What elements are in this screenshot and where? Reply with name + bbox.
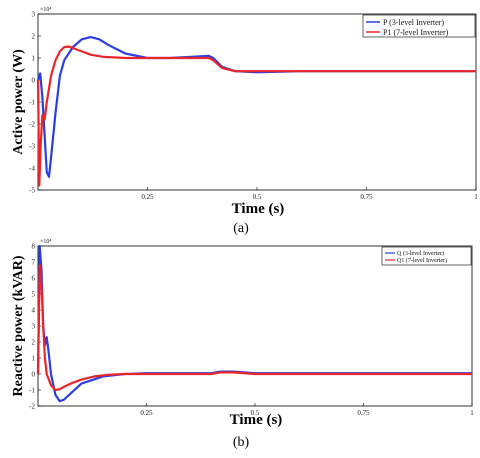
y-tick-label: -1 [29, 99, 35, 107]
y-tick-label: -3 [29, 143, 35, 151]
y-tick-label: 1 [32, 55, 36, 63]
series-line-seven-level [36, 264, 472, 392]
exponent-label-a: ×10⁴ [40, 7, 51, 13]
y-tick-label: -4 [29, 165, 35, 173]
legend-label-p: P (3-level Inverter) [383, 18, 444, 27]
legend-label-q: Q (3-level Inverter) [397, 250, 444, 257]
y-tick-label: 7 [32, 259, 36, 267]
active-power-chart: 3 2 1 0 -1 -2 -3 -4 -5 0.25 0.5 0.75 1 ×10⁴ P (3-le… [11, 7, 478, 236]
reactive-power-chart: 8 7 6 5 4 3 2 1 0 -1 -2 0.25 0.5 0.75 1 ×10⁴ Q (3-lev… [11, 239, 474, 450]
y-tick-label: 3 [32, 11, 36, 19]
y-tick-label: 5 [32, 291, 36, 299]
y-axis-label-b: Reactive power (kVAR) [11, 255, 26, 396]
legend-b: Q (3-level Inverter) Q1 (7-level Inverte… [381, 246, 472, 266]
y-tick-label: -5 [29, 187, 35, 195]
x-tick-label: 1 [474, 193, 478, 201]
x-tick-label: 1 [470, 409, 474, 417]
plot-area-a [37, 13, 477, 191]
legend-a: P (3-level Inverter) P1 (7-level Inverte… [362, 14, 476, 38]
legend-box-a [362, 14, 476, 38]
x-tick-label: 0.25 [140, 409, 153, 417]
y-tick-label: 3 [32, 323, 36, 331]
y-tick-label: 6 [32, 275, 36, 283]
x-tick-label: 0.25 [141, 193, 154, 201]
x-axis-label-a: Time (s) [232, 201, 285, 217]
y-tick-label: -2 [29, 121, 35, 129]
caption-a: (a) [233, 221, 249, 236]
plot-area-b [37, 245, 473, 407]
y-tick-label: -1 [29, 387, 35, 395]
y-tick-label: 0 [32, 371, 36, 379]
y-tick-label: 2 [32, 33, 36, 41]
y-tick-label: -2 [29, 403, 35, 411]
caption-b: (b) [233, 435, 250, 450]
y-tick-label: 2 [32, 339, 36, 347]
x-tick-label: 0.75 [357, 409, 370, 417]
x-axis-label-b: Time (s) [230, 412, 283, 428]
legend-label-p1: P1 (7-level Inverter) [383, 28, 449, 37]
x-tick-label: 0.5 [253, 193, 262, 201]
y-axis-label-a: Active power (W) [11, 49, 26, 155]
series-line-seven-level [36, 45, 476, 187]
x-tick-label: 0.75 [360, 193, 373, 201]
y-tick-label: 0 [32, 77, 36, 85]
y-tick-label: 1 [32, 355, 36, 363]
legend-box-b [381, 246, 472, 266]
y-tick-label: 8 [32, 243, 36, 251]
legend-label-q1: Q1 (7-level Inverter) [397, 257, 447, 264]
y-tick-label: 4 [32, 307, 36, 315]
x-tick-label: 0.5 [251, 409, 260, 417]
exponent-label-b: ×10⁴ [40, 239, 51, 245]
